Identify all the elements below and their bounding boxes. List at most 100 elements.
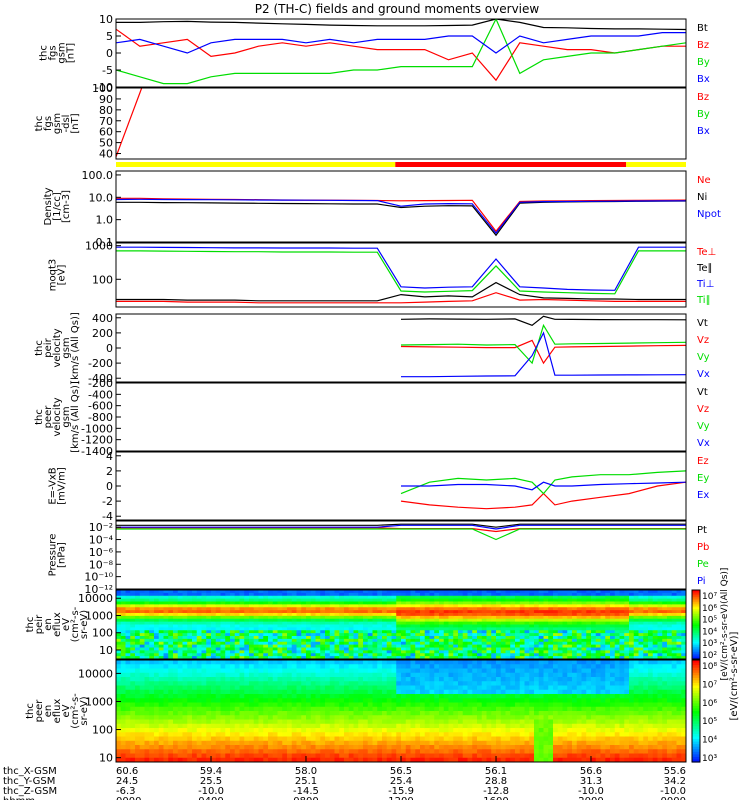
spectrogram-cell — [130, 736, 136, 742]
spectrogram-cell — [481, 627, 488, 631]
spectrogram-cell — [367, 633, 374, 637]
spectrogram-cell — [215, 723, 222, 729]
spectrogram-cell — [230, 660, 236, 665]
spectrogram-cell — [382, 613, 388, 617]
spectrogram-cell — [244, 656, 250, 659]
spectrogram-cell — [177, 650, 184, 654]
spectrogram-cell — [491, 604, 497, 608]
spectrogram-cell — [353, 595, 359, 600]
spectrogram-cell — [353, 656, 359, 659]
spectrogram-cell — [253, 719, 260, 725]
spectrogram-cell — [206, 641, 212, 646]
spectrogram-cell — [144, 702, 150, 708]
series-line-fgs-Bz — [116, 28, 686, 82]
spectrogram-cell — [443, 681, 450, 687]
spectrogram-cell — [377, 736, 383, 742]
legend-entry: By — [697, 109, 710, 120]
spectrogram-cell — [576, 598, 583, 603]
spectrogram-cell — [396, 592, 402, 597]
spectrogram-cell — [211, 757, 217, 762]
spectrogram-cell — [424, 627, 431, 631]
spectrogram-cell — [282, 627, 288, 631]
spectrogram-cell — [424, 689, 431, 695]
spectrogram-cell — [201, 638, 207, 643]
spectrogram-cell — [534, 604, 540, 608]
spectrogram-cell — [372, 660, 378, 665]
spectrogram-cell — [116, 653, 122, 657]
spectrogram-cell — [339, 621, 345, 626]
spectrogram-cell — [272, 753, 279, 759]
spectrogram-cell — [168, 650, 174, 654]
spectrogram-cell — [496, 601, 502, 605]
spectrogram-cell — [600, 621, 606, 626]
spectrogram-cell — [500, 650, 507, 654]
spectrogram-cell — [310, 753, 317, 759]
spectrogram-cell — [287, 590, 293, 594]
spectrogram-cell — [187, 650, 193, 654]
spectrogram-cell — [363, 715, 369, 721]
spectrogram-cell — [372, 740, 378, 746]
spectrogram-cell — [562, 633, 568, 637]
spectrogram-cell — [287, 656, 293, 659]
series-line-peir_v-Vx — [401, 331, 686, 378]
spectrogram-cell — [225, 664, 231, 670]
spectrogram-cell — [296, 706, 302, 712]
spectrogram-cell — [192, 711, 198, 716]
spectrogram-cell — [344, 757, 350, 762]
spectrogram-cell — [315, 618, 321, 623]
spectrogram-cell — [329, 595, 336, 600]
spectrogram-cell — [225, 732, 231, 738]
spectrogram-cell — [225, 630, 231, 634]
spectrogram-cell — [116, 685, 122, 691]
spectrogram-cell — [391, 638, 397, 643]
spectrogram-cell — [301, 604, 307, 608]
spectrogram-cell — [234, 590, 241, 594]
spectrogram-cell — [149, 638, 155, 643]
spectrogram-cell — [277, 621, 283, 626]
spectrogram-cell — [301, 644, 307, 649]
spectrogram-cell — [173, 618, 179, 623]
spectrogram-cell — [230, 672, 236, 678]
spectrogram-cell — [396, 672, 402, 678]
spectrogram-cell — [120, 656, 127, 659]
spectrogram-cell — [320, 715, 326, 721]
spectrogram-cell — [339, 615, 345, 620]
spectrogram-cell — [472, 749, 478, 755]
spectrogram-cell — [410, 749, 416, 755]
spectrogram-cell — [486, 604, 492, 608]
spectrogram-cell — [629, 590, 635, 594]
spectrogram-cell — [215, 745, 222, 750]
spectrogram-cell — [135, 719, 141, 725]
spectrogram-cell — [443, 621, 450, 626]
spectrogram-cell — [358, 749, 364, 755]
spectrogram-cell — [382, 641, 388, 646]
spectrogram-cell — [154, 621, 160, 626]
spectrogram-cell — [377, 749, 383, 755]
spectrogram-cell — [377, 694, 383, 699]
spectrogram-cell — [234, 644, 241, 649]
spectrogram-cell — [477, 590, 483, 594]
spectrogram-cell — [538, 653, 545, 657]
spectrogram-cell — [358, 601, 364, 605]
spectrogram-cell — [329, 618, 336, 623]
spectrogram-cell — [434, 633, 440, 637]
spectrogram-cell — [472, 592, 478, 597]
spectrogram-cell — [458, 610, 464, 614]
spectrogram-cell — [225, 650, 231, 654]
spectrogram-cell — [405, 694, 412, 699]
spectrogram-cell — [163, 595, 169, 600]
spectrogram-cell — [296, 624, 302, 628]
spectrogram-cell — [163, 685, 169, 691]
spectrogram-cell — [543, 647, 549, 651]
spectrogram-cell — [382, 592, 388, 597]
spectrogram-cell — [614, 618, 621, 623]
spectrogram-cell — [130, 630, 136, 634]
spectrogram-cell — [386, 732, 393, 738]
spectrogram-cell — [448, 621, 454, 626]
spectrogram-cell — [239, 736, 245, 742]
spectrogram-cell — [671, 638, 678, 643]
spectrogram-cell — [491, 644, 497, 649]
spectrogram-cell — [415, 650, 421, 654]
spectrogram-cell — [396, 641, 402, 646]
spectrogram-cell — [130, 613, 136, 617]
